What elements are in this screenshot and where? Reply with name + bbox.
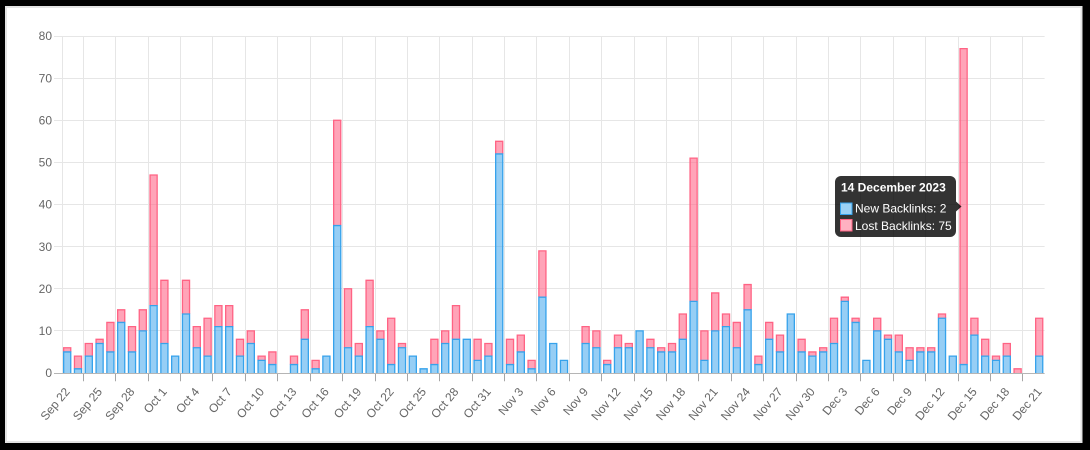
- svg-text:50: 50: [39, 156, 53, 170]
- svg-text:20: 20: [39, 282, 53, 296]
- svg-text:Lost Backlinks: 75: Lost Backlinks: 75: [855, 219, 952, 233]
- svg-text:80: 80: [39, 29, 53, 43]
- svg-text:10: 10: [39, 324, 53, 338]
- svg-text:0: 0: [45, 366, 52, 380]
- svg-text:New Backlinks: 2: New Backlinks: 2: [855, 202, 947, 216]
- svg-text:40: 40: [39, 198, 53, 212]
- svg-text:14 December 2023: 14 December 2023: [841, 181, 946, 195]
- svg-text:70: 70: [39, 71, 53, 85]
- svg-text:60: 60: [39, 113, 53, 127]
- svg-text:30: 30: [39, 240, 53, 254]
